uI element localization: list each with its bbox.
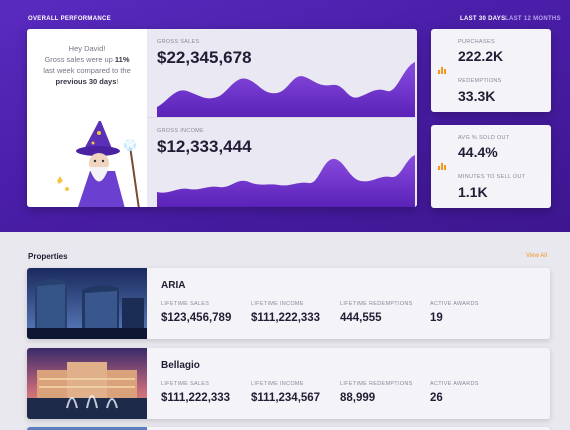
view-all-link[interactable]: View All	[526, 253, 547, 259]
section-title: OVERALL PERFORMANCE	[28, 16, 111, 22]
property-photo-partial	[27, 427, 147, 430]
properties-title: Properties	[28, 252, 68, 261]
lifetime-income-value: $111,234,567	[251, 392, 321, 404]
active-awards-label: ACTIVE AWARDS	[430, 381, 479, 387]
range-tab-30-days[interactable]: LAST 30 DAYS	[460, 16, 506, 22]
property-name: ARIA	[161, 280, 186, 291]
lifetime-sales-label: LIFETIME SALES	[161, 301, 210, 307]
lifetime-income-value: $111,222,333	[251, 312, 321, 324]
lifetime-sales-value: $123,456,789	[161, 312, 232, 324]
aria-photo	[27, 268, 147, 339]
gross-income-panel: GROSS INCOME $12,333,444	[147, 118, 417, 207]
lifetime-redemptions-label: LIFETIME REDEMPTIONS	[340, 381, 413, 387]
gross-sales-panel: GROSS SALES $22,345,678	[147, 29, 417, 118]
wizard-illustration	[57, 121, 140, 207]
property-name: Bellagio	[161, 360, 200, 371]
bar-chart-icon	[438, 67, 446, 74]
purchases-card: PURCHASES 222.2K REDEMPTIONS 33.3K	[431, 29, 551, 112]
avg-sold-out-value: 44.4%	[458, 144, 498, 160]
lifetime-redemptions-label: LIFETIME REDEMPTIONS	[340, 301, 413, 307]
greeting-line3: last week compared to the	[43, 66, 131, 75]
greeting-line1: Hey David!	[68, 44, 106, 53]
gross-income-label: GROSS INCOME	[157, 128, 204, 134]
gross-sales-area-chart	[157, 62, 415, 117]
property-card-aria[interactable]: ARIA LIFETIME SALES LIFETIME INCOME LIFE…	[27, 268, 550, 339]
greeting-line2: Gross sales were up	[44, 55, 115, 64]
redemptions-value: 33.3K	[458, 88, 496, 104]
sell-out-card: AVG % SOLD OUT 44.4% MINUTES TO SELL OUT…	[431, 125, 551, 208]
active-awards-value: 26	[430, 392, 443, 404]
bellagio-photo	[27, 348, 147, 419]
lifetime-redemptions-value: 444,555	[340, 312, 382, 324]
greeting-panel: Hey David! Gross sales were up 11% last …	[27, 29, 147, 207]
range-tab-12-months[interactable]: LAST 12 MONTHS	[505, 16, 561, 22]
gross-sales-label: GROSS SALES	[157, 39, 200, 45]
greeting-suffix: !	[116, 77, 119, 86]
performance-banner: OVERALL PERFORMANCE LAST 30 DAYS LAST 12…	[0, 0, 570, 232]
lifetime-redemptions-value: 88,999	[340, 392, 376, 404]
purchases-label: PURCHASES	[458, 39, 495, 45]
greeting-period: previous 30 days	[55, 77, 117, 86]
purchases-value: 222.2K	[458, 48, 504, 64]
gross-income-area-chart	[157, 155, 415, 207]
minutes-to-sell-out-label: MINUTES TO SELL OUT	[458, 174, 526, 180]
lifetime-sales-label: LIFETIME SALES	[161, 381, 210, 387]
bar-chart-icon	[438, 163, 446, 170]
property-card-bellagio[interactable]: Bellagio LIFETIME SALES LIFETIME INCOME …	[27, 348, 550, 419]
gross-sales-area	[157, 62, 415, 117]
gross-income-value: $12,333,444	[157, 137, 252, 156]
lifetime-income-label: LIFETIME INCOME	[251, 381, 304, 387]
greeting-percent: 11%	[114, 55, 130, 64]
gross-sales-value: $22,345,678	[157, 48, 252, 67]
active-awards-value: 19	[430, 312, 443, 324]
lifetime-sales-value: $111,222,333	[161, 392, 231, 404]
redemptions-label: REDEMPTIONS	[458, 78, 502, 84]
performance-card: Hey David! Gross sales were up 11% last …	[27, 29, 417, 207]
lifetime-income-label: LIFETIME INCOME	[251, 301, 304, 307]
active-awards-label: ACTIVE AWARDS	[430, 301, 479, 307]
greeting-text: Hey David! Gross sales were up 11% last …	[35, 43, 139, 87]
gross-income-area	[157, 155, 415, 207]
minutes-to-sell-out-value: 1.1K	[458, 184, 488, 200]
avg-sold-out-label: AVG % SOLD OUT	[458, 135, 510, 141]
property-card-partial[interactable]	[27, 427, 550, 430]
